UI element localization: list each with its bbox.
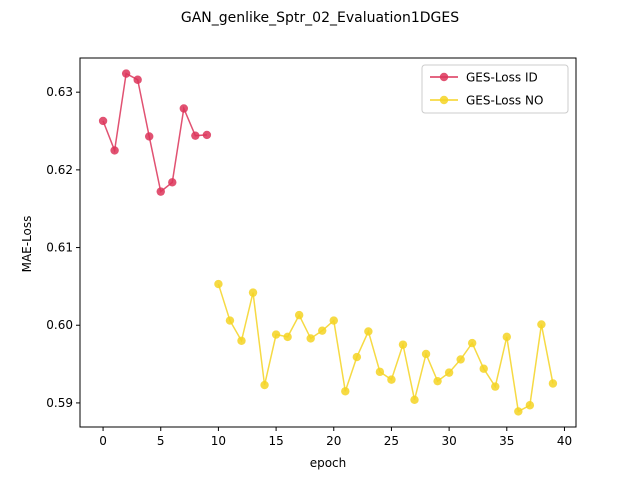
x-tick-label: 25 (384, 434, 399, 448)
data-point (121, 69, 131, 78)
series-line-1 (102, 72, 207, 193)
data-point (467, 338, 477, 348)
data-point (260, 380, 269, 390)
legend-swatch-marker (439, 95, 449, 105)
data-point (525, 401, 535, 410)
data-point (352, 352, 362, 362)
data-point (168, 178, 177, 187)
data-point (237, 336, 246, 345)
x-tick-label: 15 (268, 434, 283, 448)
x-axis: 0 5 10 15 20 25 30 35 40 (99, 427, 572, 448)
data-point (98, 116, 108, 126)
legend-label: GES-Loss NO (466, 94, 543, 108)
y-tick-label: 0.61 (46, 241, 73, 255)
data-point (502, 332, 511, 342)
x-tick-label: 5 (157, 434, 165, 448)
data-point (421, 349, 431, 359)
data-point (548, 379, 558, 388)
data-point (248, 288, 258, 297)
legend-box (421, 64, 569, 114)
legend-label: GES-Loss ID (466, 71, 538, 85)
x-tick-label: 10 (211, 434, 226, 448)
y-tick-label: 0.62 (46, 163, 73, 177)
y-tick-label: 0.60 (46, 318, 73, 332)
y-axis: 0.59 0.60 0.61 0.62 0.63 (46, 85, 80, 410)
y-tick-label: 0.63 (46, 85, 73, 99)
data-point (318, 326, 327, 335)
data-point (283, 332, 292, 342)
chart-title: GAN_genlike_Sptr_02_Evaluation1DGES (181, 10, 459, 26)
y-axis-label: MAE-Loss (20, 216, 34, 273)
legend-swatch-marker (439, 72, 449, 82)
data-point (156, 187, 165, 196)
data-point (433, 376, 442, 386)
data-point (271, 330, 281, 339)
data-point (444, 368, 454, 377)
data-point (214, 279, 223, 289)
data-point (456, 355, 465, 364)
data-point (133, 75, 142, 84)
data-point (294, 310, 304, 320)
data-point (479, 364, 488, 373)
data-point (179, 104, 189, 113)
data-point (514, 407, 523, 416)
data-point (225, 316, 235, 325)
y-tick-label: 0.59 (46, 396, 73, 410)
series-line-2 (217, 283, 554, 413)
data-point (491, 382, 500, 391)
axes-frame (79, 57, 577, 428)
data-point (329, 316, 338, 325)
data-point (191, 131, 200, 140)
data-point (410, 395, 419, 405)
data-point (306, 334, 315, 343)
data-point (110, 146, 119, 155)
x-tick-label: 30 (441, 434, 456, 448)
data-point (375, 367, 385, 377)
data-point (387, 375, 396, 384)
data-point (202, 130, 212, 140)
x-axis-label: epoch (310, 456, 347, 470)
data-point (398, 340, 408, 349)
x-tick-label: 20 (326, 434, 341, 448)
data-point (341, 387, 350, 396)
legend: GES-Loss ID GES-Loss NO (421, 64, 569, 114)
series-layer (98, 69, 558, 416)
data-point (145, 132, 154, 141)
x-tick-label: 35 (499, 434, 514, 448)
x-tick-label: 40 (557, 434, 572, 448)
x-tick-label: 0 (99, 434, 107, 448)
data-point (364, 327, 373, 336)
data-point (537, 320, 546, 329)
